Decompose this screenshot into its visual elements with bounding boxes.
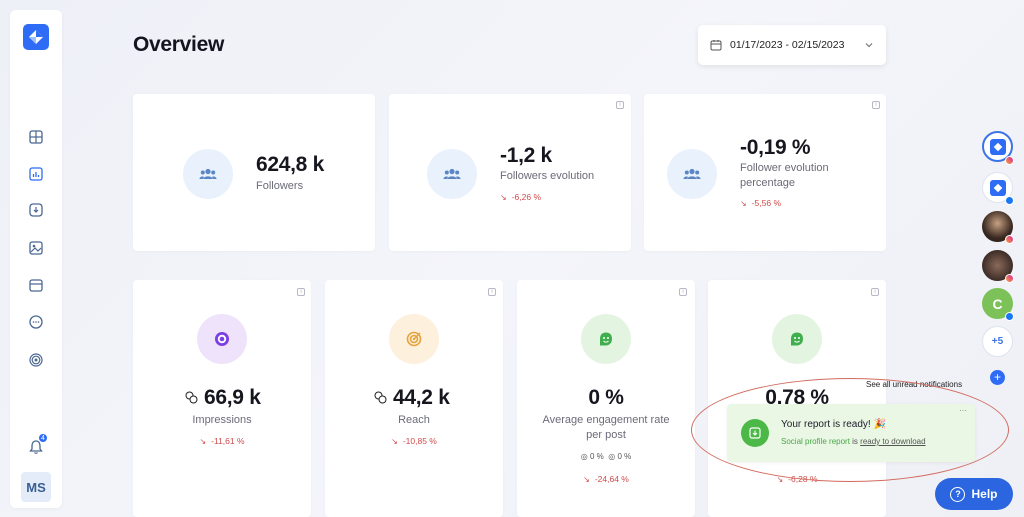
notification-body: Social profile report is ready to downlo… [781, 437, 926, 446]
follower-evolution-percentage-label-1: Follower evolution [740, 162, 829, 174]
coins-icon [185, 391, 198, 404]
followers-evolution-card: i -1,2 k Followers evolution ↘ -6,26 % [389, 94, 631, 251]
follower-evolution-percentage-delta: ↘ -5,56 % [740, 198, 781, 208]
target-icon[interactable] [27, 351, 45, 369]
app-logo-icon [989, 138, 1006, 155]
bell-icon[interactable] [27, 438, 45, 456]
help-button[interactable]: ? Help [935, 478, 1013, 510]
page-title: Overview [133, 33, 224, 56]
arrow-down-icon: ↘ [583, 475, 590, 484]
download-icon[interactable] [27, 201, 45, 219]
more-options-icon[interactable]: ··· [959, 406, 967, 415]
calendar-icon [710, 40, 722, 51]
users-icon [667, 149, 717, 199]
date-range-text: 01/17/2023 - 02/15/2023 [730, 39, 845, 51]
reach-delta: ↘ -10,85 % [391, 436, 437, 446]
impressions-value: 66,9 k [204, 386, 261, 409]
average-engagement-delta: ↘ -24,64 % [583, 474, 629, 484]
arrow-down-icon: ↘ [740, 199, 747, 208]
message-icon[interactable] [27, 313, 45, 331]
impressions-label: Impressions [192, 414, 252, 426]
image-icon[interactable] [27, 239, 45, 257]
impressions-delta: ↘ -11,61 % [199, 436, 245, 446]
smiley-icon [581, 314, 631, 364]
app-logo-icon [989, 179, 1006, 196]
instagram-icon [1005, 156, 1014, 165]
engagement-rate-delta: ↘ -6,28 % [776, 474, 818, 484]
smiley-icon [772, 314, 822, 364]
followers-label: Followers [256, 180, 304, 192]
coins-icon [374, 391, 387, 404]
add-profile-icon[interactable]: + [990, 370, 1005, 385]
average-engagement-card: i 0 % Average engagement rate per post ◎… [517, 280, 695, 517]
notification-count-badge: 4 [38, 433, 48, 443]
followers-evolution-delta: ↘ -6,26 % [500, 192, 541, 202]
reach-label: Reach [398, 414, 430, 426]
impressions-card: i 66,9 k Impressions ↘ -11,61 % [133, 280, 311, 517]
coins-icon: ◎ [608, 452, 616, 461]
instagram-icon [1005, 274, 1014, 283]
help-icon: ? [950, 486, 966, 502]
eye-target-icon [197, 314, 247, 364]
reach-value: 44,2 k [393, 386, 450, 409]
info-icon[interactable]: i [616, 101, 624, 109]
info-icon[interactable]: i [679, 288, 687, 296]
followers-evolution-value: -1,2 k [500, 144, 552, 167]
more-profiles-button[interactable]: +5 [982, 326, 1013, 357]
arrow-down-icon: ↘ [391, 437, 398, 446]
help-label: Help [971, 487, 998, 501]
info-icon[interactable]: i [872, 101, 880, 109]
info-icon[interactable]: i [297, 288, 305, 296]
dashboard-icon[interactable] [27, 128, 45, 146]
user-avatar[interactable]: MS [21, 472, 51, 502]
average-engagement-value: 0 % [588, 386, 624, 409]
chevron-down-icon [865, 43, 873, 48]
follower-evolution-percentage-value: -0,19 % [740, 136, 811, 159]
followers-value: 624,8 k [256, 153, 324, 176]
info-icon[interactable]: i [871, 288, 879, 296]
ready-to-download-link[interactable]: ready to download [860, 437, 926, 446]
arrow-down-icon: ↘ [199, 437, 207, 446]
average-engagement-label-1: Average engagement rate [542, 414, 670, 426]
followers-card: 624,8 k Followers [133, 94, 375, 251]
reach-card: i 44,2 k Reach ↘ -10,85 % [325, 280, 503, 517]
target-icon [389, 314, 439, 364]
arrow-down-icon: ↘ [500, 193, 507, 202]
instagram-icon [1005, 235, 1014, 244]
facebook-icon [1005, 312, 1014, 321]
arrow-down-icon: ↘ [776, 475, 784, 484]
see-all-notifications-link[interactable]: See all unread notifications [866, 380, 963, 389]
facebook-icon [1005, 196, 1014, 205]
coins-icon: ◎ [580, 452, 588, 461]
engagement-rate-value: 0,78 % [765, 386, 829, 409]
follower-evolution-percentage-label-2: percentage [740, 177, 796, 189]
report-ready-notification[interactable]: ··· Your report is ready! 🎉 Social profi… [727, 404, 975, 462]
app-logo[interactable] [23, 24, 49, 50]
calendar-icon[interactable] [27, 276, 45, 294]
notification-title: Your report is ready! 🎉 [781, 419, 886, 430]
users-icon [183, 149, 233, 199]
chart-icon[interactable] [27, 165, 45, 183]
average-engagement-label-2: per post [586, 429, 626, 441]
report-icon [741, 419, 769, 447]
followers-evolution-label: Followers evolution [500, 170, 595, 182]
users-icon [427, 149, 477, 199]
sidebar: 4 MS [10, 10, 62, 508]
engagement-rate-card: i 0,78 % ↘ -6,28 % [708, 280, 886, 517]
date-range-picker[interactable]: 01/17/2023 - 02/15/2023 [698, 25, 886, 65]
follower-evolution-percentage-card: i -0,19 % Follower evolution percentage … [644, 94, 886, 251]
info-icon[interactable]: i [488, 288, 496, 296]
engagement-sub-values: ◎ 0 % ◎ 0 % [580, 452, 632, 461]
